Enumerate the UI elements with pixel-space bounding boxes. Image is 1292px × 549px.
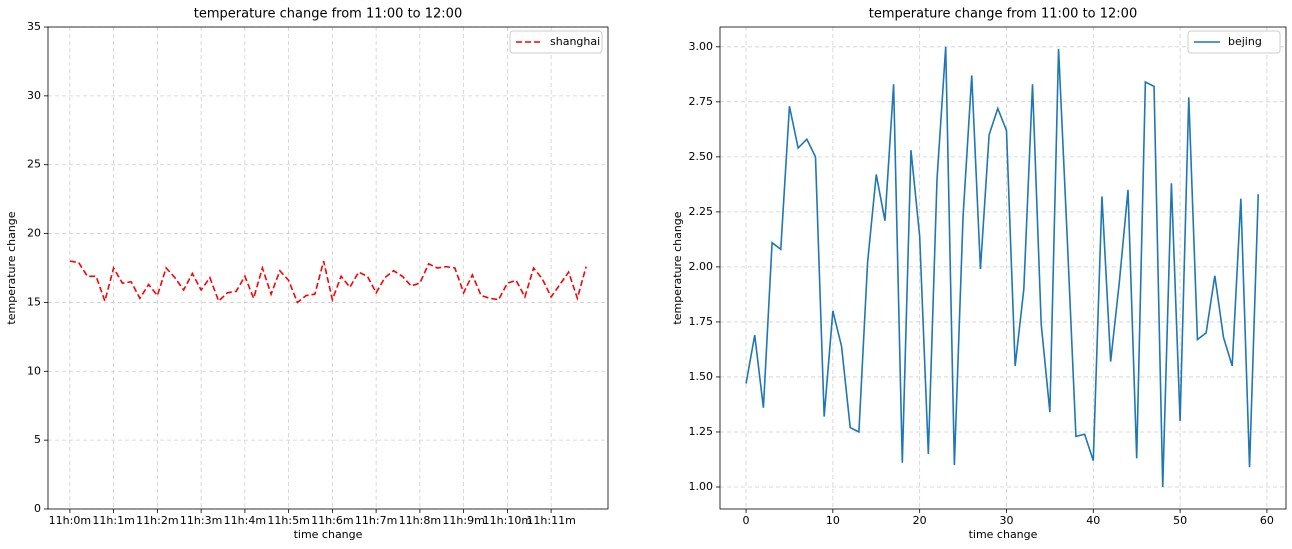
y-tick-label: 20 <box>27 227 41 240</box>
legend: shanghai <box>509 30 603 54</box>
y-axis-label: temperature change <box>5 211 18 324</box>
x-tick-label: 0 <box>743 514 750 527</box>
y-tick-label: 1.75 <box>689 315 714 328</box>
y-tick-label: 2.00 <box>689 260 714 273</box>
plot-frame <box>719 26 1287 510</box>
x-tick-label: 20 <box>913 514 927 527</box>
y-tick-label: 1.25 <box>689 425 714 438</box>
legend: bejing <box>1187 30 1281 54</box>
x-tick-label: 11h:5m <box>267 514 309 527</box>
x-axis-label: time change <box>294 528 363 541</box>
legend-box <box>1187 30 1281 54</box>
y-tick-label: 1.00 <box>689 480 714 493</box>
x-tick-label: 11h:2m <box>136 514 178 527</box>
plot-frame <box>47 26 609 510</box>
x-tick-label: 11h:0m <box>49 514 91 527</box>
x-tick-label: 11h:9m <box>442 514 484 527</box>
y-tick-label: 2.25 <box>689 205 714 218</box>
x-tick-label: 11h:6m <box>311 514 353 527</box>
y-tick-label: 30 <box>27 89 41 102</box>
legend-box <box>509 30 603 54</box>
y-tick-label: 10 <box>27 364 41 377</box>
y-tick-label: 5 <box>34 433 41 446</box>
y-tick-label: 2.75 <box>689 95 714 108</box>
data-line <box>745 46 1260 488</box>
chart-title: temperature change from 11:00 to 12:00 <box>869 7 1137 22</box>
x-tick-label: 30 <box>999 514 1013 527</box>
x-tick-label: 11h:10m <box>483 514 532 527</box>
data-line <box>69 260 587 304</box>
x-tick-label: 10 <box>826 514 840 527</box>
y-tick-label: 25 <box>27 158 41 171</box>
x-tick-label: 11h:8m <box>399 514 441 527</box>
legend-label: bejing <box>1228 35 1262 48</box>
subplot: 11h:0m 11h:1m 11h:2m 11h:3m 11h:4m 11h:5m 11h:… <box>5 7 609 541</box>
x-tick-label: 60 <box>1260 514 1274 527</box>
x-tick-label: 11h:7m <box>355 514 397 527</box>
x-tick-label: 11h:3m <box>180 514 222 527</box>
y-tick-label: 2.50 <box>689 150 714 163</box>
x-tick-label: 40 <box>1086 514 1100 527</box>
x-tick-label: 11h:4m <box>224 514 266 527</box>
y-tick-label: 35 <box>27 20 41 33</box>
y-axis-label: temperature change <box>671 211 684 324</box>
x-tick-label: 11h:11m <box>526 514 575 527</box>
legend-label: shanghai <box>550 35 600 48</box>
chart-title: temperature change from 11:00 to 12:00 <box>194 7 462 22</box>
x-axis-label: time change <box>969 528 1038 541</box>
y-tick-label: 0 <box>34 502 41 515</box>
y-tick-label: 15 <box>27 295 41 308</box>
subplot: 0 10 20 30 40 50 60 1.00 1.25 1.50 1.75 2.00 2.25 2.5… <box>671 7 1287 541</box>
y-tick-label: 1.50 <box>689 370 714 383</box>
y-tick-label: 3.00 <box>689 40 714 53</box>
x-tick-label: 50 <box>1173 514 1187 527</box>
x-tick-label: 11h:1m <box>92 514 134 527</box>
